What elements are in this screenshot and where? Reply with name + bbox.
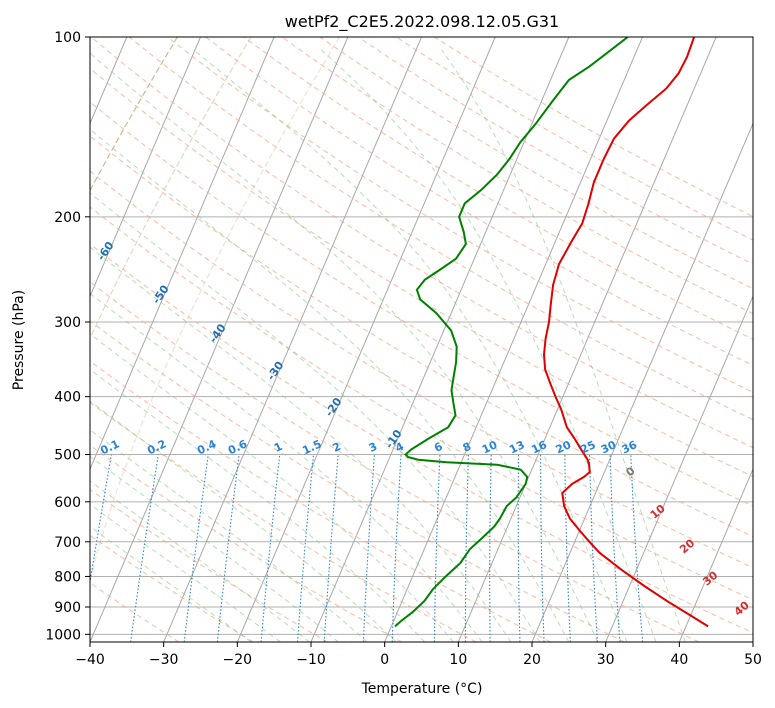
y-tick-label: 600 (54, 495, 81, 511)
plot-background (90, 37, 753, 642)
x-tick-label: 10 (449, 652, 467, 668)
isotherm-line (310, 37, 570, 642)
dry-adiabat (90, 320, 625, 642)
mixing-ratio-label: 16 (529, 438, 549, 456)
mixing-ratio-line (588, 454, 598, 642)
x-tick-label: −30 (149, 652, 179, 668)
y-tick-label: 100 (54, 30, 81, 46)
mixing-ratio-label: 20 (554, 438, 574, 456)
mixing-ratio-line (433, 454, 441, 642)
background-lines (90, 37, 753, 642)
plot-frame (89, 36, 754, 643)
mixing-ratio-line (540, 454, 545, 642)
y-tick-label: 300 (54, 315, 81, 331)
moist-adiabat (90, 503, 281, 642)
moist-adiabat (90, 455, 339, 642)
x-axis: −40 −30 −20 −10 0 10 20 30 40 50 (75, 642, 762, 668)
dry-adiabat (90, 243, 753, 634)
mixing-ratio-line (564, 454, 571, 642)
mixing-ratio-line (296, 454, 315, 642)
mixing-ratio-line (183, 454, 209, 642)
mixing-ratio-line (464, 454, 469, 642)
y-axis: 100 200 300 400 500 600 700 800 900 1000 (45, 30, 90, 643)
mixing-ratio-line (362, 454, 375, 642)
moist-adiabat (441, 49, 686, 642)
dry-adiabat (90, 206, 753, 601)
mixing-ratio-line (489, 454, 492, 642)
x-tick-label: 40 (670, 652, 688, 668)
dry-adiabat (205, 37, 753, 366)
isotherm-line (531, 122, 753, 642)
x-tick-label: 20 (523, 652, 541, 668)
moist-adiabat (90, 128, 570, 642)
mixing-ratio-label: 36 (620, 438, 640, 456)
moist-adiabat (320, 49, 657, 642)
dry-adiabat (90, 488, 328, 642)
isotherm-line (236, 37, 496, 642)
mixing-ratio-line (130, 454, 159, 642)
dry-adiabat (90, 281, 700, 642)
x-tick-label: −20 (223, 652, 253, 668)
dry-adiabat (90, 170, 753, 569)
mixing-ratio-line (630, 454, 644, 642)
temperature-profile (542, 37, 709, 628)
isotherm-line (384, 37, 643, 642)
x-tick-label: −40 (75, 652, 105, 668)
dry-adiabat (167, 37, 753, 393)
y-axis-label: Pressure (hPa) (11, 290, 27, 390)
dry-adiabat (90, 67, 753, 478)
x-tick-label: 0 (380, 652, 389, 668)
reference-curve (90, 37, 341, 584)
moist-adiabat (90, 525, 252, 642)
isotherm-line (90, 37, 201, 298)
mixing-ratio-line (323, 454, 339, 642)
isotherm-line (678, 467, 753, 642)
y-tick-label: 700 (54, 535, 81, 551)
moist-adiabat (90, 368, 425, 642)
x-tick-label: 50 (744, 652, 762, 668)
reference-curve (90, 37, 252, 341)
y-tick-label: 1000 (45, 627, 81, 643)
mixing-ratio-line (260, 454, 281, 642)
dry-adiabat (90, 101, 753, 507)
x-tick-label: 30 (597, 652, 615, 668)
y-tick-label: 400 (54, 390, 81, 406)
mixing-ratio-label: 25 (578, 438, 597, 456)
mixing-ratio-label: 13 (507, 438, 526, 456)
mixing-ratio-line (391, 454, 402, 642)
profiles (394, 37, 709, 628)
y-tick-label: 900 (54, 600, 81, 616)
chart-title: wetPf2_C2E5.2022.098.12.05.G31 (285, 12, 559, 32)
y-tick-label: 200 (54, 210, 81, 226)
dry-adiabat (243, 37, 753, 340)
moist-adiabat (193, 49, 628, 642)
moist-adiabat (90, 246, 512, 642)
dry-adiabat (90, 360, 551, 642)
dry-adiabat (90, 135, 753, 538)
mixing-ratio-line (609, 454, 621, 642)
moist-adiabat (90, 52, 599, 642)
isotherm-label: -80 (0, 153, 6, 177)
x-tick-label: −10 (296, 652, 326, 668)
dry-adiabat (357, 37, 753, 265)
mixing-ratio-label: 30 (599, 438, 619, 456)
dry-adiabat (396, 37, 753, 241)
dry-adiabat (90, 444, 402, 642)
moist-adiabat (90, 192, 541, 642)
mixing-ratio-label: 10 (480, 438, 500, 456)
x-axis-label: Temperature (°C) (361, 681, 483, 697)
dewpoint-profile (394, 37, 629, 628)
isotherm-line (90, 37, 275, 471)
moist-adiabat (90, 292, 483, 642)
dry-adiabat (90, 534, 254, 642)
isotherm-line (457, 37, 717, 642)
moist-adiabat (90, 480, 310, 642)
isotherm-line (605, 295, 753, 642)
reference-curve (90, 37, 178, 192)
y-tick-label: 800 (54, 569, 81, 585)
mixing-ratio-line (216, 454, 240, 642)
y-tick-label: 500 (54, 448, 81, 464)
isotherm-line (752, 640, 753, 642)
